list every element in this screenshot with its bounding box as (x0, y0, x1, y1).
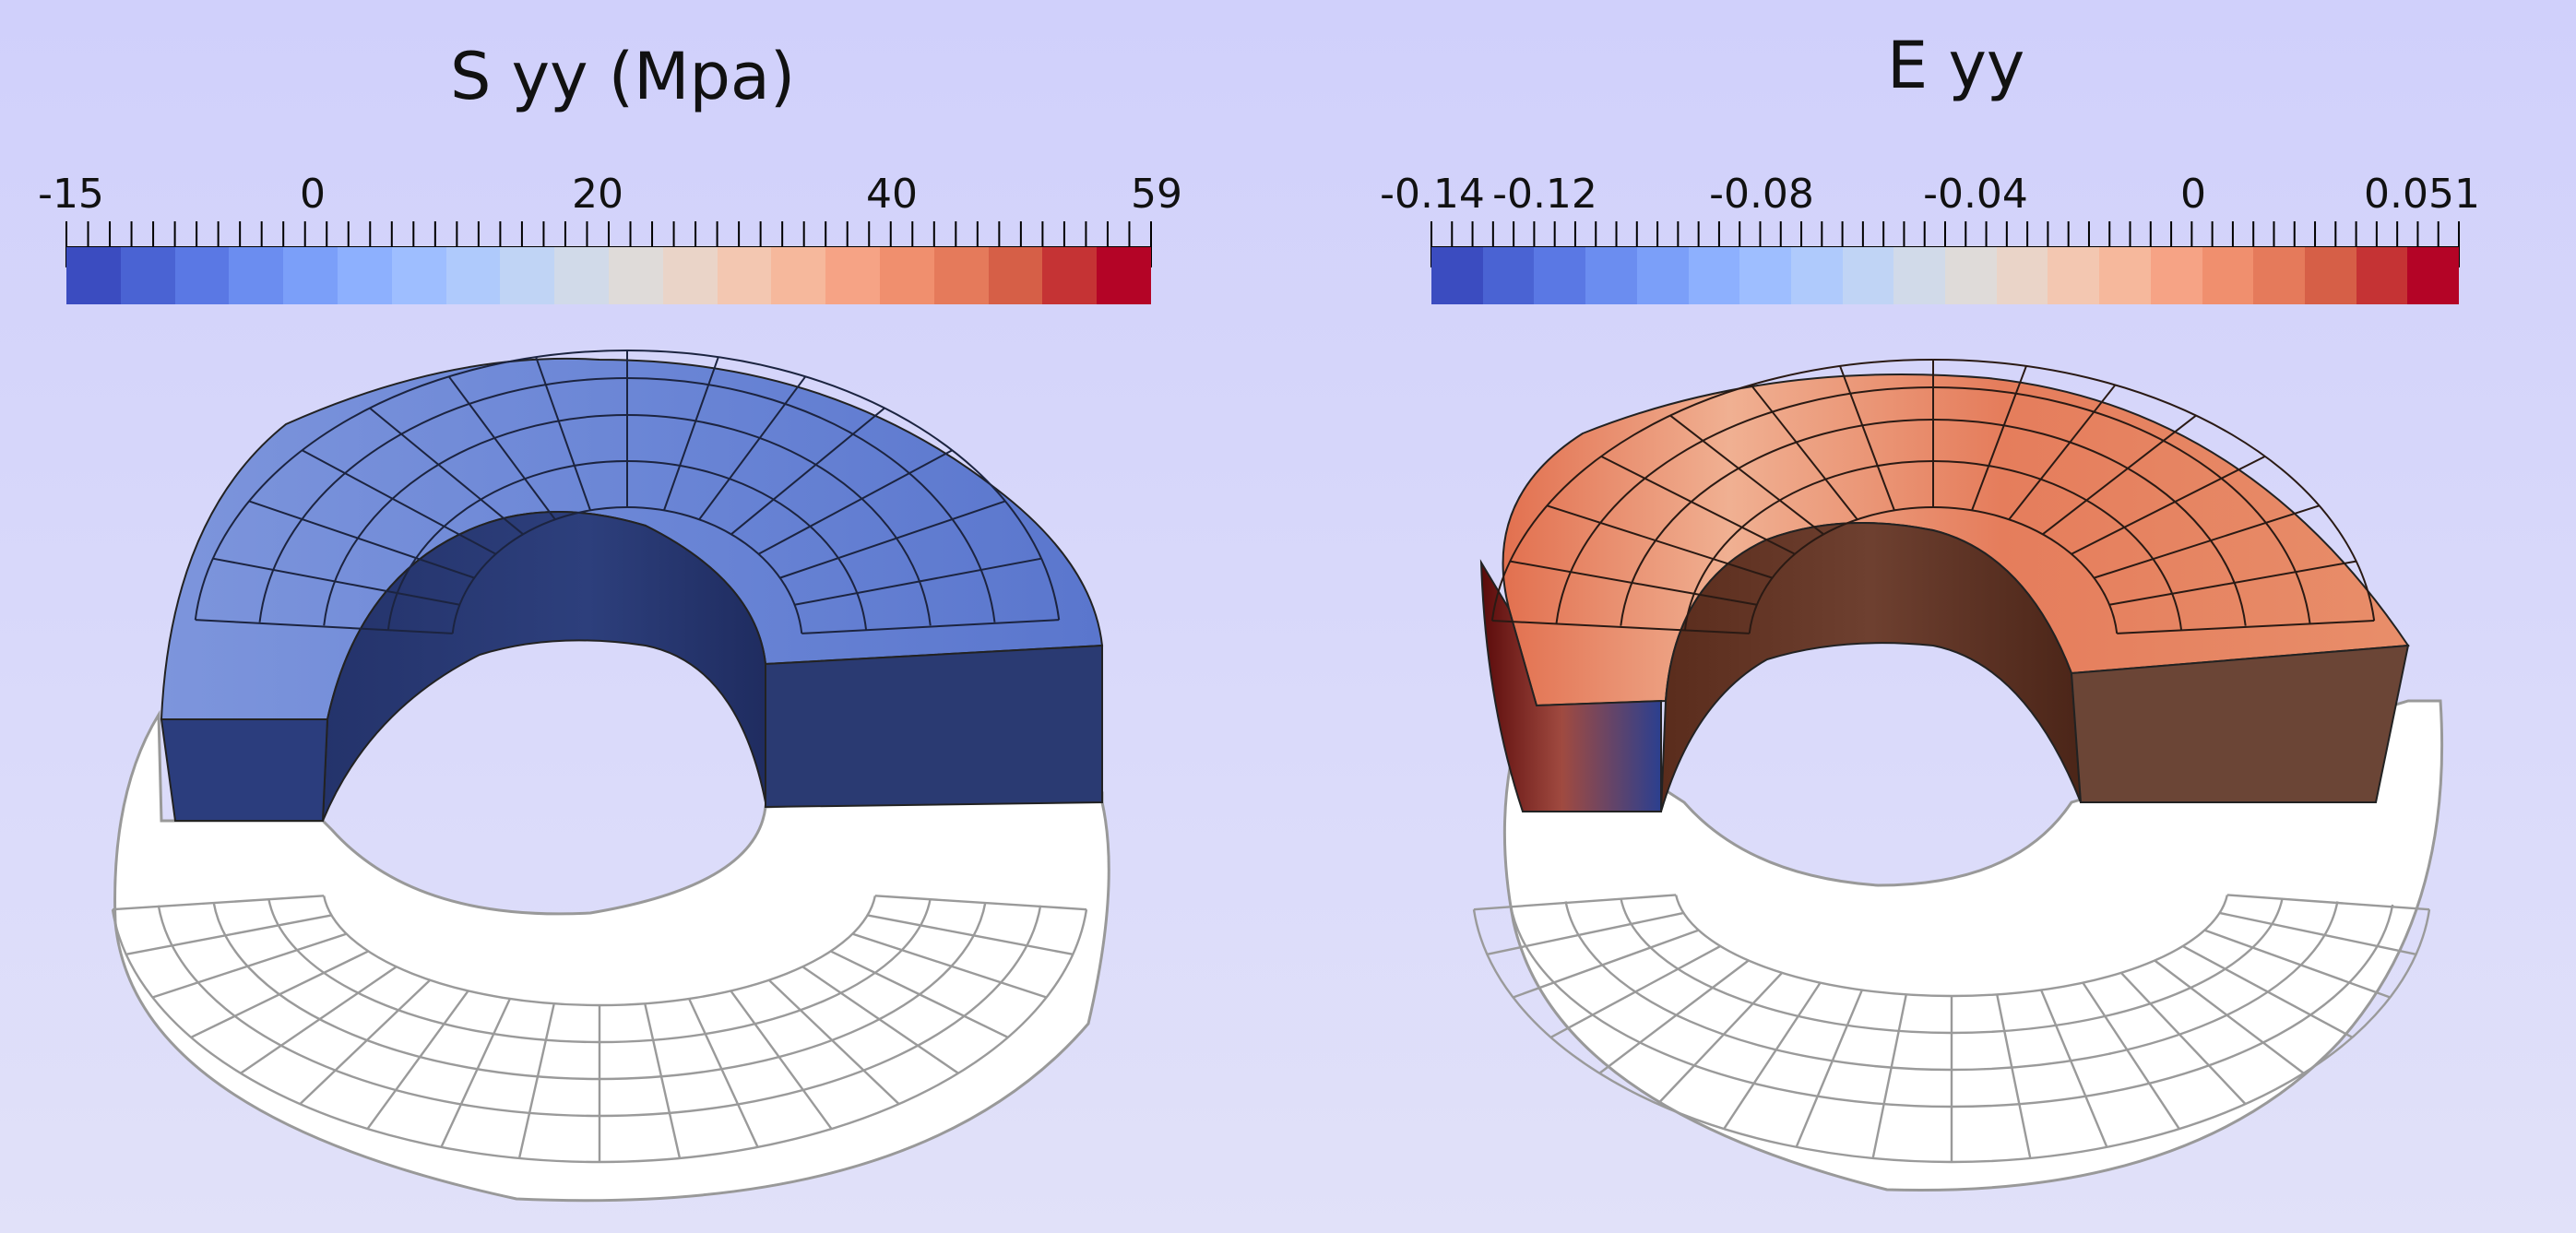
strain-panel: E yy -0.14 -0.12 -0.08 -0.04 0 0.051 (1288, 0, 2576, 1233)
color-bar-segment (1996, 247, 2048, 304)
color-bar-segment (1482, 247, 1535, 304)
color-bar-segment (120, 247, 175, 304)
color-bar-segment (717, 247, 772, 304)
color-bar-segment (2048, 247, 2100, 304)
strain-ring-mesh (1472, 359, 2444, 1192)
color-bar-segment (500, 247, 555, 304)
color-bar-segment (1585, 247, 1637, 304)
stress-tick-label: 59 (1131, 171, 1182, 218)
color-bar-segment (771, 247, 826, 304)
color-bar-segment (445, 247, 501, 304)
strain-title: E yy (1887, 28, 2025, 103)
color-bar-segment (337, 247, 392, 304)
color-bar-segment (608, 247, 663, 304)
stress-tick-label: 0 (300, 171, 326, 218)
color-bar-segment (2253, 247, 2305, 304)
color-bar-segment (2202, 247, 2254, 304)
strain-tick-label: 0.051 (2364, 171, 2480, 218)
color-bar-segment (825, 247, 880, 304)
stress-tick-label: -15 (38, 171, 104, 218)
stress-ring-mesh (111, 350, 1110, 1203)
stress-tick-label: 40 (866, 171, 918, 218)
strain-tick-label: -0.08 (1709, 171, 1814, 218)
color-bar-segment (2304, 247, 2356, 304)
color-bar-segment (2150, 247, 2202, 304)
color-bar-segment (1842, 247, 1894, 304)
strain-tick-label: -0.04 (1923, 171, 2028, 218)
color-bar-segment (174, 247, 230, 304)
color-bar-segment (2099, 247, 2151, 304)
color-bar-segment (1688, 247, 1740, 304)
color-bar-segment (1431, 247, 1483, 304)
color-bar-segment (1790, 247, 1843, 304)
strain-tick-label: 0 (2180, 171, 2206, 218)
color-bar-segment (988, 247, 1043, 304)
strain-tick-label: -0.12 (1492, 171, 1597, 218)
color-bar-segment (66, 247, 121, 304)
stress-panel: S yy (Mpa) -15 0 20 40 59 (38, 39, 1182, 1203)
stress-tick-label: 20 (572, 171, 623, 218)
color-bar-segment (1097, 247, 1151, 304)
color-bar-segment (1534, 247, 1586, 304)
color-bar-segment (1636, 247, 1689, 304)
color-bar-segment (2407, 247, 2460, 304)
color-bar-segment (283, 247, 338, 304)
color-bar-segment (1945, 247, 1997, 304)
color-bar-segment (554, 247, 609, 304)
strain-tick-label: -0.14 (1380, 171, 1485, 218)
color-bar-segment (229, 247, 284, 304)
color-bar-segment (1042, 247, 1098, 304)
color-bar-segment (2356, 247, 2408, 304)
color-bar-segment (879, 247, 934, 304)
color-bar-segment (1739, 247, 1791, 304)
color-bar-segment (1893, 247, 1946, 304)
strain-color-bar (1431, 247, 2460, 304)
color-bar-segment (933, 247, 989, 304)
color-bar-segment (662, 247, 718, 304)
stress-title: S yy (Mpa) (450, 39, 796, 114)
stress-color-bar (66, 247, 1151, 304)
color-bar-segment (391, 247, 446, 304)
